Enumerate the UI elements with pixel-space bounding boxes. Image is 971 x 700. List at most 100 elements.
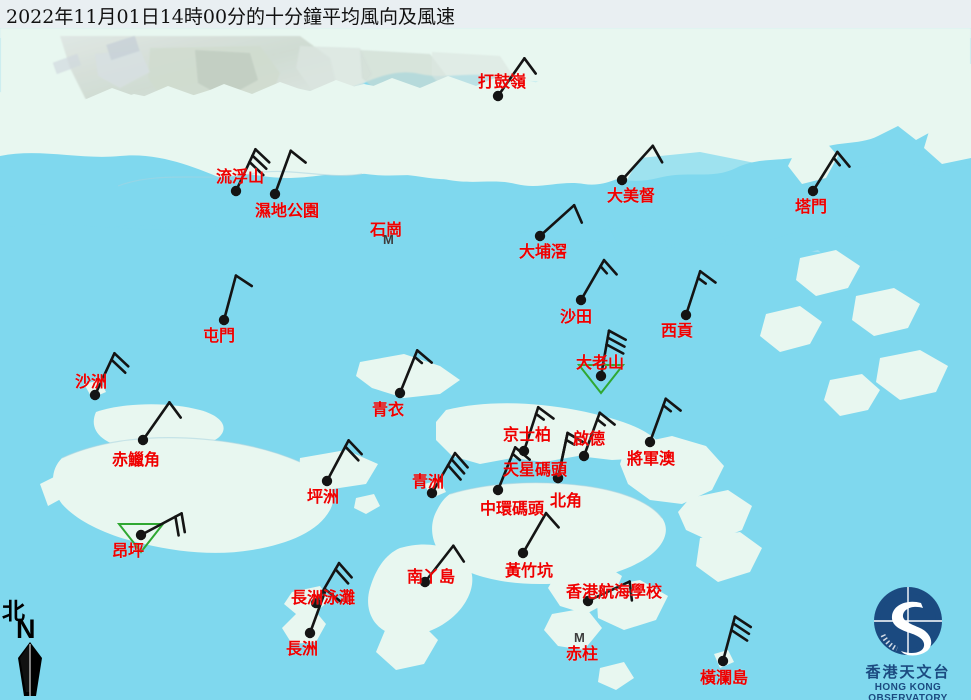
station-label[interactable]: 赤柱 bbox=[566, 644, 599, 663]
barb-full-feather bbox=[415, 349, 433, 364]
wind-barb bbox=[680, 269, 717, 321]
station-label[interactable]: 大老山 bbox=[576, 353, 625, 372]
wind-barb bbox=[518, 405, 555, 457]
hko-emblem-icon bbox=[874, 587, 942, 656]
station-label[interactable]: 將軍澳 bbox=[627, 449, 676, 468]
barb-half-feather bbox=[534, 412, 545, 421]
wind-barb bbox=[578, 411, 616, 462]
station-dot bbox=[137, 434, 149, 446]
wind-barb bbox=[137, 401, 182, 446]
barb-half-feather bbox=[599, 264, 609, 275]
station-label[interactable]: 長洲 bbox=[286, 639, 319, 658]
barb-shaft bbox=[423, 544, 455, 584]
station-label[interactable]: 坪洲 bbox=[307, 487, 340, 506]
compass-rose: 北 N bbox=[2, 592, 64, 698]
barb-shaft bbox=[538, 203, 576, 238]
missing-data-marker: M bbox=[383, 232, 394, 247]
station-label[interactable]: 屯門 bbox=[203, 326, 236, 345]
wind-barb bbox=[552, 431, 586, 484]
wind-barb-layer bbox=[89, 57, 851, 667]
station-label[interactable]: 流浮山 bbox=[216, 167, 265, 186]
hko-logo: 香港天文台 HONG KONG OBSERVATORY bbox=[845, 583, 971, 700]
barb-full-feather bbox=[523, 57, 537, 75]
station-dot bbox=[552, 472, 564, 484]
station-label[interactable]: 大美督 bbox=[607, 186, 656, 205]
station-label[interactable]: 天星碼頭 bbox=[503, 460, 568, 479]
barb-shaft bbox=[222, 274, 238, 322]
wind-barb bbox=[426, 451, 469, 499]
wind-barb bbox=[492, 446, 531, 496]
station-label[interactable]: 中環碼頭 bbox=[480, 499, 545, 518]
station-dot bbox=[578, 450, 590, 462]
barb-half-feather bbox=[662, 404, 673, 413]
station-label[interactable]: 濕地公園 bbox=[255, 201, 320, 220]
barb-full-feather bbox=[344, 445, 360, 462]
station-label[interactable]: 大埔滘 bbox=[519, 242, 568, 261]
wind-barb bbox=[492, 57, 537, 102]
station-label[interactable]: 啟德 bbox=[573, 429, 606, 448]
wind-barb bbox=[304, 588, 342, 639]
barb-full-feather bbox=[110, 358, 127, 374]
barb-full-feather bbox=[450, 457, 466, 475]
barb-half-feather bbox=[413, 355, 424, 365]
station-label[interactable]: 北角 bbox=[550, 491, 583, 510]
station-label[interactable]: 南丫島 bbox=[407, 567, 456, 586]
barb-shaft bbox=[586, 580, 631, 603]
station-dot bbox=[534, 230, 546, 242]
wind-barb bbox=[321, 439, 363, 487]
barb-full-feather bbox=[248, 160, 265, 177]
strong-wind-triangle-icon bbox=[116, 523, 166, 554]
barb-full-feather bbox=[453, 451, 469, 469]
station-dot bbox=[321, 475, 333, 487]
barb-full-feather bbox=[544, 511, 560, 529]
station-dot bbox=[269, 188, 281, 200]
station-label[interactable]: 昂坪 bbox=[112, 541, 145, 560]
wind-barb bbox=[517, 511, 560, 559]
barb-full-feather bbox=[452, 544, 466, 563]
barb-full-feather bbox=[446, 463, 462, 481]
barb-shaft bbox=[496, 57, 526, 98]
barb-full-feather bbox=[536, 405, 555, 420]
barb-shaft bbox=[521, 511, 548, 555]
barb-full-feather bbox=[598, 411, 616, 426]
station-label[interactable]: 石崗 bbox=[370, 220, 403, 239]
station-label[interactable]: 香港航海學校 bbox=[566, 582, 663, 601]
strong-wind-triangle-icon bbox=[576, 364, 626, 395]
station-dot bbox=[644, 436, 656, 448]
station-label[interactable]: 長洲泳灘 bbox=[291, 588, 356, 607]
barb-full-feather bbox=[513, 446, 531, 461]
station-dot bbox=[575, 294, 587, 306]
compass-north-cn: 北 bbox=[2, 598, 25, 625]
station-dot bbox=[717, 655, 729, 667]
station-label[interactable]: 黃竹坑 bbox=[505, 561, 554, 580]
station-label[interactable]: 西貢 bbox=[661, 321, 694, 340]
station-label[interactable]: 沙洲 bbox=[75, 372, 108, 391]
barb-shaft bbox=[141, 401, 171, 442]
station-label[interactable]: 京士柏 bbox=[503, 425, 552, 444]
station-label[interactable]: 青洲 bbox=[412, 472, 445, 491]
station-label[interactable]: 塔門 bbox=[795, 197, 828, 216]
barb-full-feather bbox=[566, 431, 586, 444]
map-canvas[interactable] bbox=[0, 28, 971, 700]
hk-geography bbox=[0, 58, 971, 700]
barb-full-feather bbox=[698, 269, 717, 284]
barb-full-feather bbox=[254, 148, 271, 164]
station-layer: 打鼓嶺流浮山濕地公園石崗 M 大美督大埔滘 塔門沙田大老山 西貢 屯門沙洲赤鱲角 青衣昂坪 坪… bbox=[0, 28, 971, 700]
station-label[interactable]: 青衣 bbox=[372, 400, 405, 419]
station-label[interactable]: 橫瀾島 bbox=[700, 668, 749, 687]
station-label[interactable]: 赤鱲角 bbox=[112, 450, 161, 469]
wind-barb bbox=[534, 203, 584, 242]
station-dot bbox=[517, 547, 529, 559]
station-label[interactable]: 沙田 bbox=[560, 307, 593, 326]
wind-barb bbox=[717, 615, 753, 667]
compass-needle-icon bbox=[18, 642, 42, 696]
barb-full-feather bbox=[113, 352, 130, 368]
hko-logo-cn: 香港天文台 bbox=[865, 663, 951, 681]
station-label[interactable]: 打鼓嶺 bbox=[478, 72, 527, 91]
barb-half-feather bbox=[564, 438, 576, 446]
barb-full-feather bbox=[289, 149, 307, 164]
barb-half-feather bbox=[596, 418, 607, 427]
barb-shaft bbox=[556, 431, 569, 480]
barb-full-feather bbox=[337, 561, 353, 579]
hko-logo-en: HONG KONG OBSERVATORY bbox=[868, 682, 948, 700]
